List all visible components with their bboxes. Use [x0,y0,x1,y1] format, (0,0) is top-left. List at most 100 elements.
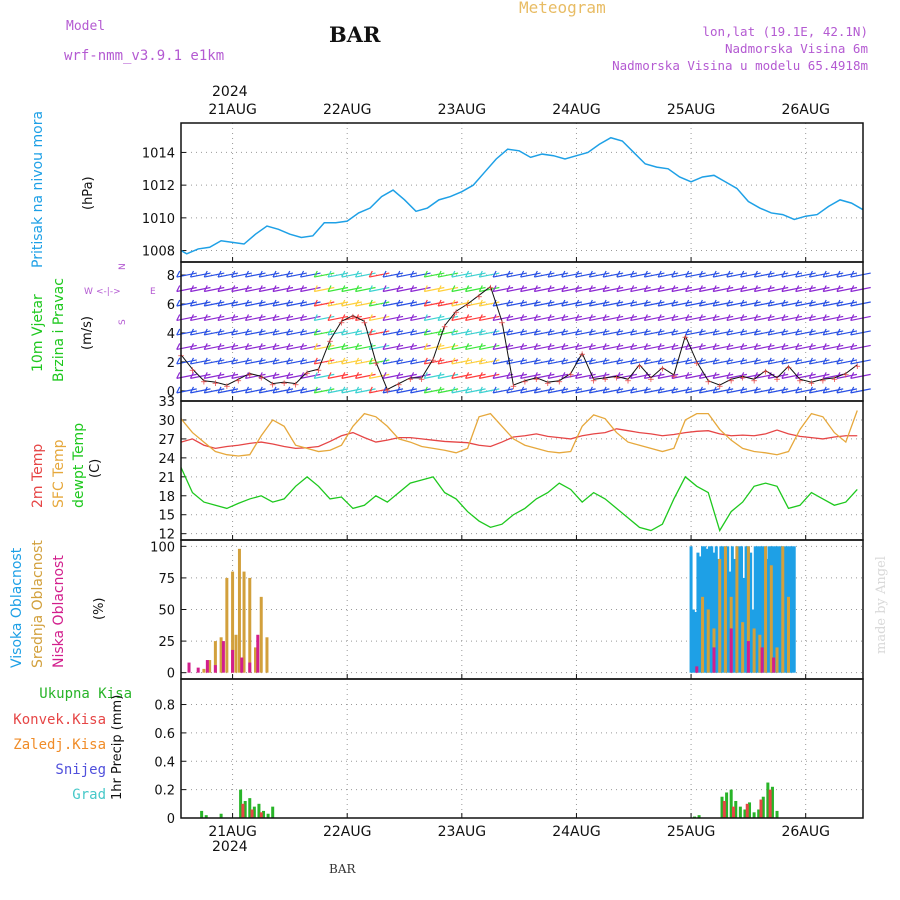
wind-barb [754,301,775,307]
wind-barb-tick [286,343,291,350]
wind-barb [603,286,624,293]
wind-barb-tick [217,270,222,278]
bar-conv_precip [259,812,263,818]
wind-barb-tick [299,285,305,292]
wind-barb-tick [575,343,580,350]
wind-barb-tick [836,314,841,321]
y-tick-label: 0.8 [154,699,175,714]
wind-barb [658,344,679,351]
wind-barb-tick [547,314,552,321]
wind-barb [768,388,789,394]
wind-barb-tick [189,328,195,336]
wind-barb-tick [712,314,717,321]
wind-barb-tick [396,372,401,379]
wind-speed-point: + [578,350,586,360]
wind-barb [479,388,500,394]
bar-total_precip [743,809,747,818]
bar-mid_cloud [248,577,252,673]
wind-barb [327,301,349,307]
wind-barb-tick [465,314,470,321]
total-precip-label: Ukupna Kisa [39,686,132,702]
wind-barb [245,330,266,336]
wind-barb-tick [753,299,758,307]
wind-barb [534,301,555,307]
wind-barb [204,315,225,322]
wind-barb [286,272,307,278]
wind-barb-tick [423,270,428,278]
wind-barb [685,286,706,293]
wind-speed-point: + [384,386,392,396]
bar-low_cloud [248,662,252,673]
wind-barb [781,315,803,322]
wind-barb-tick [299,372,305,379]
wind-speed-point: + [808,379,816,389]
wind-barb [795,301,816,307]
wind-barb [754,388,775,394]
wind-barb-tick [341,270,346,278]
wind-barb-tick [231,299,236,307]
wind-barb [726,286,748,293]
wind-barb-tick [836,299,841,307]
bar-total_precip [738,806,742,818]
wind-barb-tick [657,299,662,307]
wind-barb-tick [506,285,511,292]
x-tick-label-top: 22AUG [323,102,372,118]
wind-barb [410,330,431,336]
chart-title: Meteogram [519,0,606,17]
wind-barb-tick [396,270,401,278]
y-tick-label: 0 [167,667,175,682]
wind-barb [204,359,225,365]
y-tick-label: 1010 [142,212,175,227]
wind-barb [465,359,486,365]
wind-barb-tick [561,357,566,365]
wind-barb-tick [492,328,497,336]
wind-barb-tick [217,386,222,394]
wind-barb-tick [795,299,800,307]
bar-conv_precip [745,803,749,818]
wind-barb-tick [437,299,442,307]
wind-barb [630,272,651,278]
bar-total_precip [748,802,752,818]
wind-barb-tick [341,314,346,321]
wind-barb-tick [671,386,676,394]
bar-mid_cloud [723,546,727,673]
wind-barb-tick [341,285,346,292]
wind-barb [850,388,871,394]
bar-total_precip [262,810,266,818]
wind-barb-tick [313,386,318,394]
wind-barb [465,286,486,293]
wind-speed-point: + [750,376,758,386]
wind-barb [630,359,651,365]
wind-barb [740,359,761,365]
panel-frame [180,122,864,263]
wind-barb [850,344,871,351]
wind-barb [382,330,404,336]
wind-barb [823,301,844,307]
wind-barb [204,286,225,293]
wind-barb [396,301,417,307]
wind-barb [314,301,335,307]
wind-barb [437,315,459,322]
wind-barb [492,388,514,394]
wind-barb [479,359,500,365]
wind-barb-tick [795,314,800,321]
wind-speed-point: + [853,362,861,372]
y-tick-label: 0.6 [154,727,175,742]
wind-barb [217,272,239,278]
wind-barb-tick [836,386,841,394]
wind-barb [327,315,349,322]
wind-barb [685,344,706,351]
wind-barb-tick [478,314,483,321]
bar-total_precip [770,786,774,818]
wind-barb-tick [726,285,731,292]
wind-barb [713,330,734,336]
wind-barb-tick [588,343,593,350]
wind-barb-tick [410,314,415,321]
wind-barb [314,359,335,365]
wind-barb [492,359,514,365]
wind-barb-tick [478,372,483,379]
bar-low_cloud [187,662,191,673]
wind-barb-tick [795,386,800,394]
wind-barb-tick [698,328,703,336]
wind-barb-tick [286,328,291,336]
